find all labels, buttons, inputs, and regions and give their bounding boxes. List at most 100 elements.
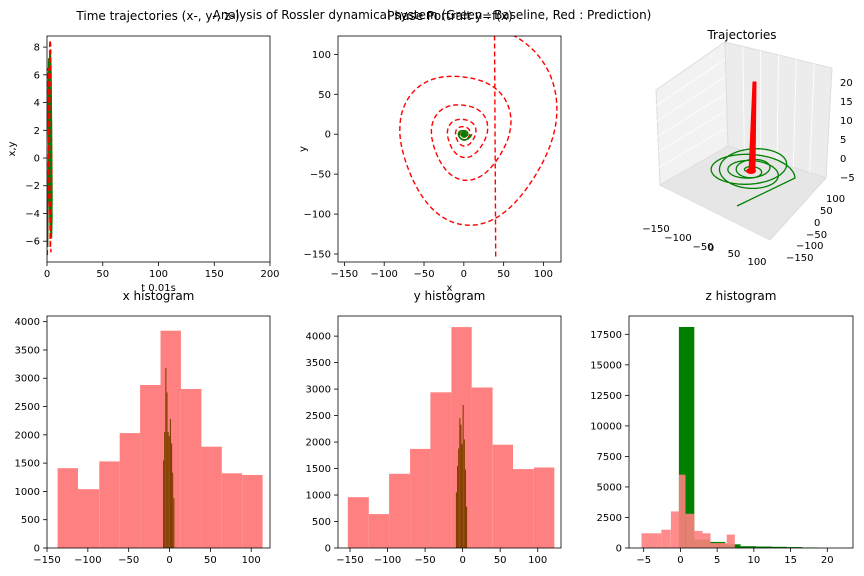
y-tick-label: −2	[25, 181, 40, 192]
baseline-bar	[786, 547, 803, 548]
y-tick-label: 10000	[590, 421, 622, 432]
y-tick-label: 4	[34, 98, 40, 109]
grid-line	[655, 93, 726, 138]
trajectories-3d-axes: Trajectories−505101520−150−100−50501000−…	[642, 28, 854, 268]
x-tick-label: −150	[33, 555, 60, 566]
x-tick-label: −5	[636, 555, 651, 566]
y-tick-label: 15000	[590, 360, 622, 371]
y-tick-label: −100	[796, 241, 823, 252]
x-tick-label: 200	[260, 269, 279, 280]
prediction-bar	[512, 469, 534, 548]
x-tick-label: −100	[374, 555, 401, 566]
plot-body	[399, 36, 558, 259]
baseline-bar	[458, 448, 460, 548]
grid-line	[655, 128, 726, 170]
y-tick-label: 0	[814, 218, 820, 229]
z-tick-label: −5	[840, 173, 855, 184]
prediction-bar	[678, 474, 686, 548]
y-tick-label: 2500	[15, 402, 40, 413]
z-tick-label: 10	[840, 116, 853, 127]
x-tick-label: −100	[370, 269, 397, 280]
baseline-bar	[771, 546, 787, 548]
y-tick-label: 100	[826, 194, 845, 205]
grid-line	[655, 110, 726, 154]
x-tick-label: 0	[708, 243, 714, 254]
grid-line	[776, 54, 779, 163]
x-tick-label: −150	[331, 269, 358, 280]
axes-title: y histogram	[414, 289, 486, 303]
y-axis-label: x,y	[7, 141, 18, 156]
z-tick-label: 15	[840, 97, 853, 108]
baseline-bar	[164, 432, 166, 548]
x-tick-label: −50	[415, 555, 436, 566]
axes-title: x histogram	[123, 289, 195, 303]
y-tick-label: −100	[304, 210, 331, 221]
axes-frame	[46, 35, 271, 263]
y-tick-label: 50	[820, 206, 833, 217]
phase-portrait-axes: −150 −100 −50 0 50 100 −150 −100 −50 0 50 100 Phase …	[298, 9, 562, 294]
baseline-bar	[163, 460, 165, 548]
x-tick-label: −50	[413, 269, 434, 280]
y-tick-label: 2000	[15, 430, 40, 441]
x-tick-label: 0	[461, 269, 467, 280]
baseline-3d-line	[710, 148, 796, 207]
x-tick-label: 0	[459, 555, 465, 566]
prediction-bar	[694, 530, 703, 548]
baseline-bar	[459, 418, 461, 548]
prediction-bar	[430, 392, 452, 548]
y-tick-label: 500	[21, 515, 40, 526]
z-tick-label: 5	[840, 135, 846, 146]
y-tick-label: −150	[786, 253, 813, 264]
y-tick-label: 6	[34, 70, 40, 81]
y-tick-label: −150	[304, 250, 331, 261]
y-tick-label: 4000	[15, 317, 40, 328]
plot-body	[47, 40, 53, 256]
baseline-bar	[168, 436, 170, 548]
y-tick-label: 0	[34, 154, 40, 165]
baseline-bar	[457, 465, 459, 548]
prediction-bar	[492, 444, 513, 548]
y-tick-label: −50	[310, 170, 331, 181]
plot-area	[629, 316, 853, 548]
axes-frame	[46, 315, 271, 549]
baseline-bar	[463, 439, 465, 548]
y-tick-label: 2500	[597, 513, 622, 524]
x-tick-label: 150	[205, 269, 224, 280]
axes-title: Phase Portrait y=f(x)	[387, 9, 512, 23]
prediction-3d-base	[746, 168, 756, 174]
x-axis-label: t 0.01s	[141, 283, 176, 294]
prediction-bar	[670, 511, 679, 548]
x-tick-label: −150	[642, 224, 669, 235]
x-tick-label: 0	[44, 269, 50, 280]
prediction-bar	[347, 497, 369, 548]
y-tick-label: 7500	[597, 452, 622, 463]
y-tick-label: 0	[325, 544, 331, 555]
grid-line	[809, 63, 815, 173]
x-tick-label: −50	[692, 242, 713, 253]
baseline-bar	[165, 368, 167, 548]
prediction-bar	[389, 473, 411, 548]
y-tick-label: 0	[325, 130, 331, 141]
prediction-bar	[201, 446, 222, 548]
y-tick-label: 2500	[306, 411, 331, 422]
plot-area	[47, 36, 270, 262]
x-tick-label: 50	[96, 269, 109, 280]
prediction-bar	[119, 433, 141, 548]
axes-frame	[337, 35, 562, 263]
prediction-bar	[641, 533, 662, 548]
time-trajectories-axes: 0 50 100 150 200 −6 −4 −2 0 2 4 6 8 Time trajectories…	[7, 9, 280, 294]
plot-body	[347, 327, 555, 548]
figure-suptitle: Analysis of Rossler dynamical system (Gr…	[212, 8, 652, 22]
y-axis-label: y	[298, 146, 309, 152]
x-tick-label: 50	[728, 249, 741, 260]
x-tick-label: 50	[497, 269, 510, 280]
baseline-bar	[461, 444, 463, 548]
y-tick-label: 1000	[15, 487, 40, 498]
x-tick-label: −100	[74, 555, 101, 566]
plot-area	[338, 36, 561, 262]
grid-line	[742, 46, 745, 152]
baseline-bar	[462, 405, 464, 548]
x-tick-label: −50	[118, 555, 139, 566]
grid-line	[655, 76, 726, 123]
